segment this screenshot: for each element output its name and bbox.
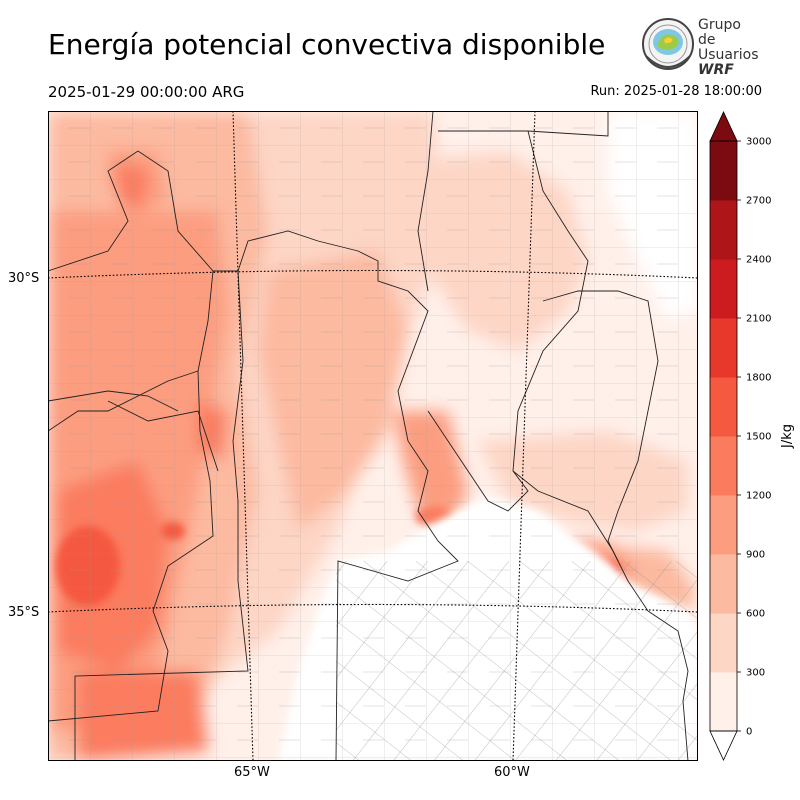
colorbar-tick-label: 1500 [746,432,771,443]
run-time-label: Run: 2025-01-28 18:00:00 [590,84,762,99]
logo-line-3: WRF [698,62,734,78]
colorbar-tick-label: 600 [746,609,765,620]
colorbar-ticks: 0 300 600 900 1200 1500 1800 2100 2400 2700 3000 [737,137,771,738]
graticule-lat-30s [48,269,698,279]
colorbar-band [710,554,737,614]
colorbar-tick-label: 0 [746,727,752,738]
cape-map [48,111,698,761]
valid-time-label: 2025-01-29 00:00:00 ARG [48,83,245,101]
graticule-lat-35s [48,603,698,613]
colorbar-band [710,141,737,201]
colorbar-tick-label: 900 [746,550,765,561]
colorbar-band [710,377,737,437]
colorbar-band [710,200,737,260]
graticule [48,111,698,761]
colorbar-bands [709,111,738,761]
admin-divisions [48,111,698,761]
province-borders [48,111,689,761]
lon-label-65w: 65°W [234,765,270,780]
lat-label-30s: 30°S [8,271,40,286]
colorbar-tick-label: 1800 [746,373,771,384]
graticule-lon-60w [512,111,536,761]
colorbar-band [710,495,737,555]
map-frame [48,111,698,761]
graticule-lon-65w [232,111,254,761]
colorbar-band [710,259,737,319]
colorbar-unit-label: J/kg [780,424,795,449]
colorbar-extend-max [709,111,738,142]
lon-label-60w: 60°W [494,765,530,780]
colorbar-tick-label: 2400 [746,255,771,266]
logo-emblem-icon [642,18,694,70]
colorbar-tick-label: 300 [746,668,765,679]
lat-label-35s: 35°S [8,605,40,620]
logo-text: Grupo de Usuarios WRF [698,18,760,78]
map-title: Energía potencial convectiva disponible [48,28,606,61]
colorbar-tick-label: 1200 [746,491,771,502]
colorbar-tick-label: 2700 [746,196,771,207]
colorbar-tick-label: 2100 [746,314,771,325]
logo-line-2: Usuarios [698,47,759,63]
colorbar-band [710,613,737,673]
colorbar-tick-label: 3000 [746,137,771,148]
colorbar: 0 300 600 900 1200 1500 1800 2100 2400 2700 3000 J… [709,111,795,761]
colorbar-band [710,672,737,732]
colorbar-band [710,318,737,378]
colorbar-extend-min [709,730,738,761]
colorbar-band [710,436,737,496]
logo-line-1: Grupo de [698,17,741,48]
grupo-wrf-logo: Grupo de Usuarios WRF [640,16,760,78]
